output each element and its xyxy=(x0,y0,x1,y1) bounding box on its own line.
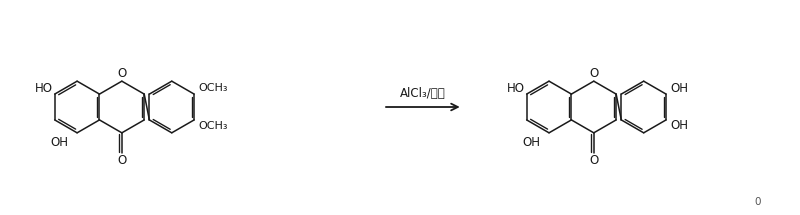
Text: HO: HO xyxy=(506,82,525,95)
Text: 0: 0 xyxy=(754,197,761,207)
Text: O: O xyxy=(589,67,598,80)
Text: OH: OH xyxy=(522,136,540,149)
Text: OCH₃: OCH₃ xyxy=(198,121,227,131)
Text: O: O xyxy=(118,67,126,80)
Text: HO: HO xyxy=(34,82,53,95)
Text: OH: OH xyxy=(50,136,68,149)
Text: OCH₃: OCH₃ xyxy=(198,83,227,93)
Text: AlCl₃/吡啶: AlCl₃/吡啶 xyxy=(400,87,446,100)
Text: O: O xyxy=(589,154,598,167)
Text: OH: OH xyxy=(670,82,688,95)
Text: OH: OH xyxy=(670,119,688,132)
Text: O: O xyxy=(118,154,126,167)
